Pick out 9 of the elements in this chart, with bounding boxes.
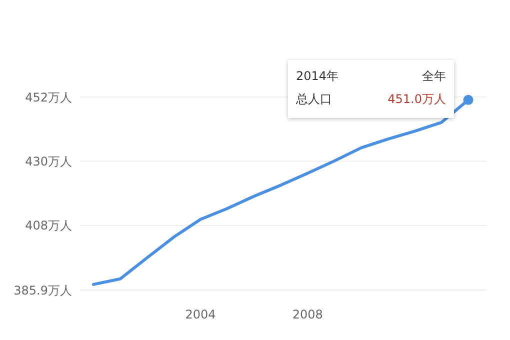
x-tick-label: 2004: [185, 308, 216, 322]
x-tick-label: 2008: [292, 308, 323, 322]
annotation: 总人口: [296, 91, 332, 108]
y-tick-label: 385.9万人: [14, 283, 72, 298]
y-tick-label: 408万人: [25, 218, 72, 233]
annotation: 451.0万人: [388, 91, 446, 108]
y-tick-label: 430万人: [25, 154, 72, 168]
y-tick-label: 452万人: [25, 90, 72, 104]
tooltip-box: 2014年 全年 总人口 451.0万人: [288, 60, 454, 118]
